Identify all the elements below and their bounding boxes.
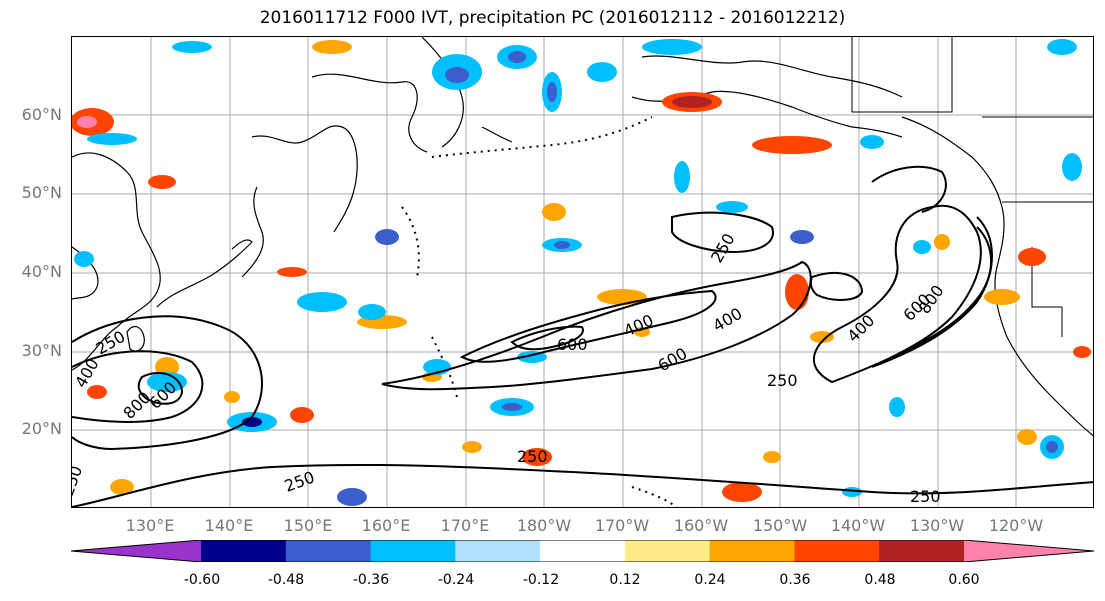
colorbar-tick: -0.48 (267, 572, 305, 588)
colorbar-tick: -0.12 (522, 572, 560, 588)
colorbar-segment (370, 540, 456, 562)
colorbar-tick: 0.12 (609, 572, 641, 588)
contour-label: 600 (557, 335, 588, 354)
contour-label: 250 (517, 447, 548, 466)
colorbar-segment (624, 540, 711, 562)
contour-label: 400 (710, 304, 746, 336)
lon-label-130e: 130°E (125, 516, 175, 535)
colorbar-segment (540, 540, 626, 562)
colorbar-segment (285, 540, 372, 562)
lat-label-40: 40°N (21, 262, 62, 281)
lon-label-180w: 180°W (516, 516, 572, 535)
lon-label-120w: 120°W (988, 516, 1044, 535)
contour-label: 250 (72, 463, 86, 498)
colorbar-segment (455, 540, 541, 562)
contour-label: 250 (767, 371, 798, 390)
contour-label: 250 (707, 230, 739, 266)
lon-label-130w: 130°W (909, 516, 965, 535)
colorbar-segment (709, 540, 795, 562)
colorbar-extend-left (71, 540, 201, 562)
colorbar-tick: -0.36 (352, 572, 390, 588)
contour-label: 250 (910, 487, 941, 506)
island-chains (401, 116, 678, 507)
gridlines (72, 37, 1093, 507)
map-title: 2016011712 F000 IVT, precipitation PC (2… (259, 8, 846, 28)
colorbar-segments (201, 540, 965, 562)
contour-label: 800 (119, 388, 154, 423)
colorbar-segment (879, 540, 965, 562)
contour-label: 400 (843, 311, 878, 346)
colorbar-tick: 0.24 (694, 572, 726, 588)
lon-label-160e: 160°E (361, 516, 411, 535)
ivt-contours (72, 165, 1093, 507)
colorbar-tick: 0.48 (864, 572, 896, 588)
colorbar-tick: 0.60 (948, 572, 980, 588)
lat-label-50: 50°N (21, 183, 62, 202)
precip-positive (72, 40, 1091, 502)
lat-label-30: 30°N (21, 341, 62, 360)
lon-label-170w: 170°W (594, 516, 650, 535)
lon-label-150e: 150°E (283, 516, 333, 535)
lon-label-140w: 140°W (830, 516, 886, 535)
contour-label: 600 (655, 344, 691, 376)
lat-label-20: 20°N (21, 419, 62, 438)
colorbar-segment (794, 540, 880, 562)
map-panel: 250 250 400 800 600 600 400 600 400 250 … (71, 36, 1094, 508)
lat-label-60: 60°N (21, 105, 62, 124)
contour-label: 250 (282, 467, 317, 495)
lon-label-140e: 140°E (204, 516, 254, 535)
lon-label-160w: 160°W (673, 516, 729, 535)
colorbar-extend-right (964, 540, 1094, 562)
colorbar-tick: 0.36 (779, 572, 811, 588)
map-canvas: 250 250 400 800 600 600 400 600 400 250 … (72, 37, 1093, 507)
political-boundaries (851, 37, 1093, 337)
colorbar-segment (201, 540, 287, 562)
colorbar-tick: -0.24 (437, 572, 475, 588)
lon-label-170e: 170°E (440, 516, 490, 535)
lon-label-150w: 150°W (752, 516, 808, 535)
precip-negative (74, 39, 1082, 506)
colorbar (71, 540, 1094, 562)
colorbar-tick: -0.60 (183, 572, 221, 588)
